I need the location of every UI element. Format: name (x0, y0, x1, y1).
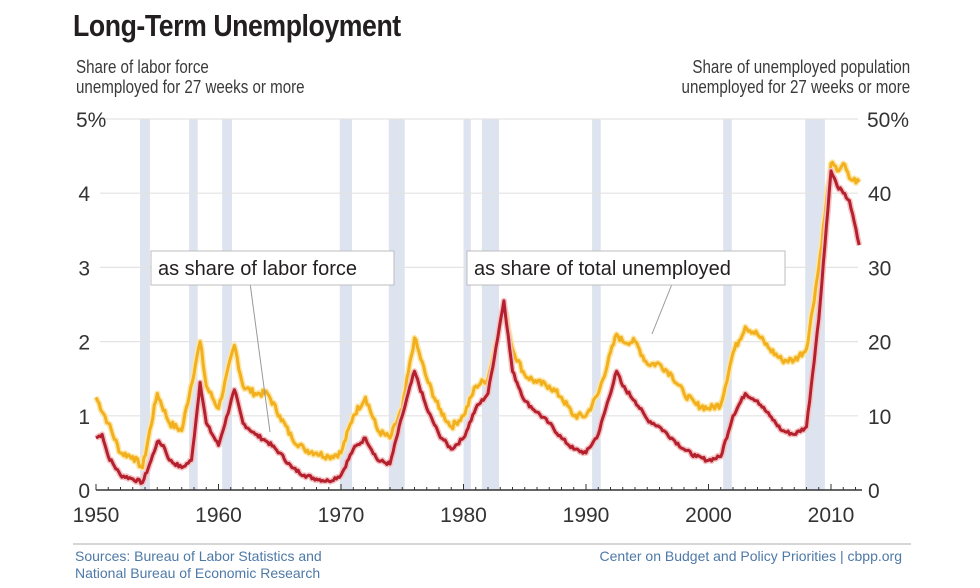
source-note: Sources: Bureau of Labor Statistics and … (75, 548, 322, 582)
x-tick-label: 1960 (195, 504, 242, 527)
total-unemployed-callout-leader (651, 283, 673, 335)
y-left-tick-label: 4 (78, 183, 90, 206)
y-left-tick-label: 2 (78, 332, 90, 355)
y-left-tick-label: 5% (76, 109, 106, 132)
x-tick-label: 1980 (440, 504, 487, 527)
right-axis-title-line2: unemployed for 27 weeks or more (681, 77, 910, 97)
x-tick-label: 2000 (685, 504, 732, 527)
recession-band (592, 119, 601, 490)
x-tick-label: 2010 (808, 504, 855, 527)
y-axis-right: 0 10 20 30 40 50% (867, 109, 909, 503)
labor-force-callout-leader (249, 282, 271, 433)
left-axis-title: Share of labor force unemployed for 27 w… (76, 57, 305, 97)
right-axis-title-line1: Share of unemployed population (692, 57, 910, 77)
labor-force-line (95, 169, 861, 485)
y-right-tick-label: 0 (868, 480, 880, 503)
recession-band (723, 119, 732, 490)
source-line1: Sources: Bureau of Labor Statistics and (75, 548, 322, 564)
y-left-tick-label: 3 (78, 257, 90, 280)
y-axis-left: 0 1 2 3 4 5% (76, 109, 106, 503)
credit-link[interactable]: Center on Budget and Policy Priorities |… (599, 548, 902, 564)
recession-band (463, 119, 471, 490)
total-unemployed-callout-label: as share of total unemployed (474, 258, 731, 280)
left-axis-title-line1: Share of labor force (76, 57, 209, 77)
y-left-tick-label: 0 (78, 480, 90, 503)
y-right-tick-label: 10 (868, 406, 891, 429)
series-lines (93, 159, 863, 487)
y-left-tick-label: 1 (78, 406, 90, 429)
chart-title: Long-Term Unemployment (73, 8, 401, 43)
y-right-tick-label: 30 (868, 257, 891, 280)
total-unemployed-line (94, 160, 861, 470)
x-tick-label: 1970 (318, 504, 365, 527)
labor-force-callout-label: as share of labor force (158, 258, 357, 280)
x-axis: 1950 1960 1970 1980 1990 2000 2010 (73, 484, 862, 527)
left-axis-title-line2: unemployed for 27 weeks or more (76, 77, 305, 97)
recession-band (481, 119, 500, 490)
callouts: as share of labor force as share of tota… (150, 250, 786, 433)
recession-bands (140, 119, 825, 490)
right-axis-title: Share of unemployed population unemploye… (681, 57, 910, 97)
recession-band (222, 119, 232, 490)
x-tick-label: 1990 (563, 504, 610, 527)
recession-band (140, 119, 150, 490)
labor-force-callout-box (150, 250, 395, 286)
recession-band (189, 119, 198, 490)
recession-band (339, 119, 353, 490)
total-unemployed-callout-box (466, 250, 786, 286)
x-tick-label: 1950 (73, 504, 120, 527)
y-right-tick-label: 50% (867, 109, 909, 132)
total-unemployed-line-glow (93, 159, 862, 471)
y-right-tick-label: 40 (868, 183, 891, 206)
y-right-tick-label: 20 (868, 332, 891, 355)
footer-divider (73, 543, 911, 545)
source-line2: National Bureau of Economic Research (75, 565, 321, 581)
